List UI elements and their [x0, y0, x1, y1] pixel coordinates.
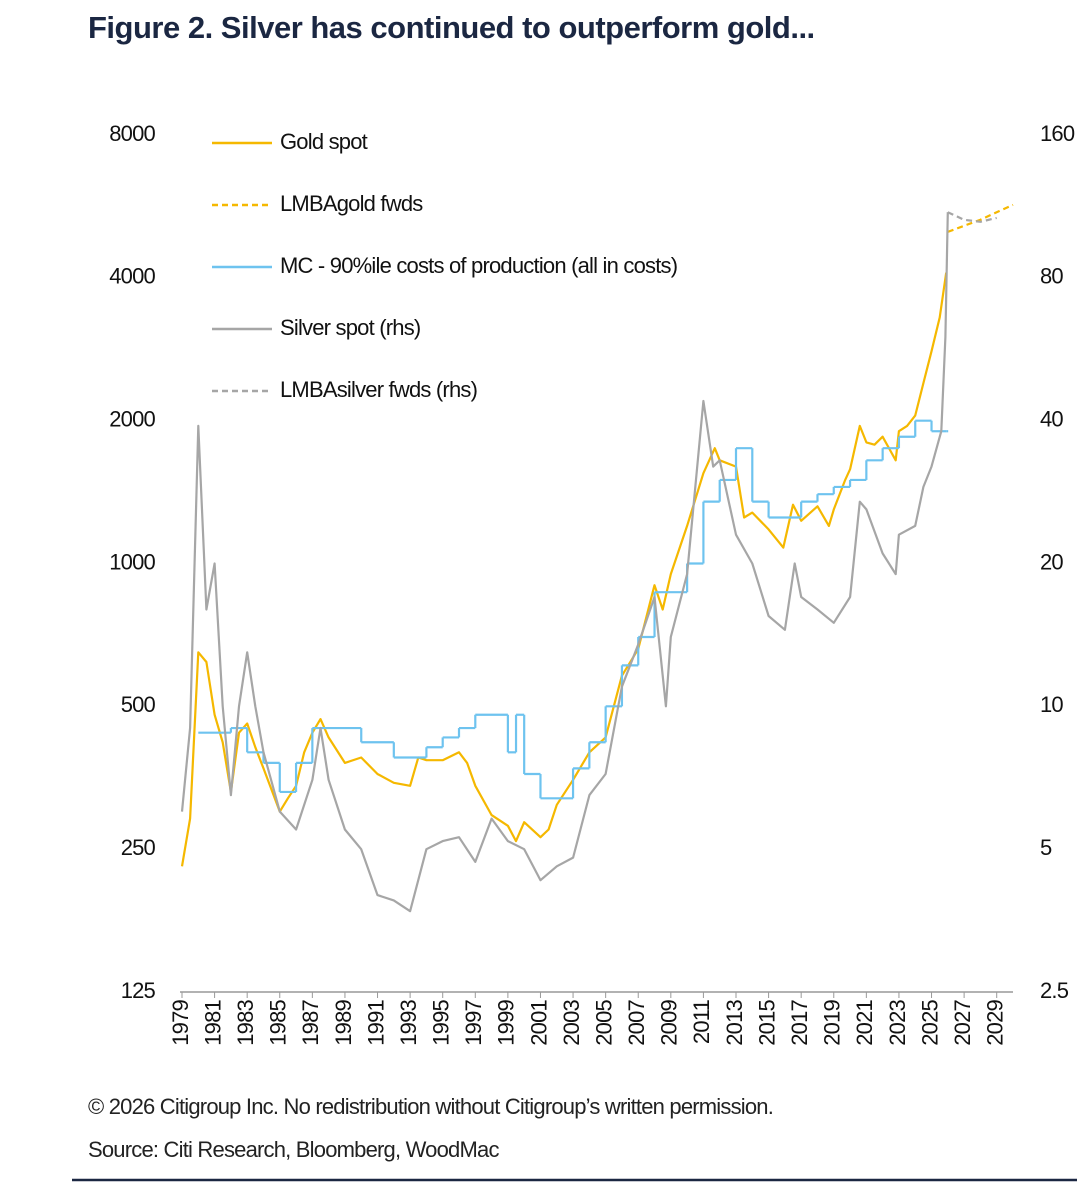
x-tick-label: 2025 — [917, 999, 942, 1045]
legend-label: Gold spot — [280, 129, 368, 154]
y-tick-label: 8000 — [109, 121, 155, 146]
x-tick-label: 2001 — [526, 999, 551, 1045]
y-tick-label: 4000 — [109, 264, 155, 289]
y2-tick-label: 80 — [1040, 264, 1063, 289]
legend-label: Silver spot (rhs) — [280, 315, 420, 340]
x-tick-label: 2027 — [950, 999, 975, 1045]
series-line — [947, 203, 1014, 233]
x-tick-label: 1991 — [363, 999, 388, 1045]
y2-tick-label: 160 — [1040, 121, 1075, 146]
legend-label: MC - 90%ile costs of production (all in … — [280, 253, 677, 278]
x-tick-label: 2007 — [624, 999, 649, 1045]
x-tick-label: 2019 — [820, 999, 845, 1045]
x-tick-label: 2011 — [689, 999, 714, 1044]
x-tick-label: 1997 — [461, 999, 486, 1045]
series-line — [180, 212, 949, 913]
x-tick-label: 2013 — [722, 999, 747, 1045]
x-tick-label: 2009 — [657, 999, 682, 1045]
x-tick-label: 1983 — [233, 999, 258, 1045]
y-tick-label: 2000 — [109, 406, 155, 431]
x-tick-label: 1995 — [429, 999, 454, 1045]
x-tick-label: 2023 — [885, 999, 910, 1045]
source: Source: Citi Research, Bloomberg, WoodMa… — [88, 1137, 499, 1162]
y2-tick-label: 10 — [1040, 692, 1063, 717]
footnote: © 2026 Citigroup Inc. No redistribution … — [88, 1094, 773, 1119]
x-tick-label: 2005 — [591, 999, 616, 1045]
legend-label: LMBAsilver fwds (rhs) — [280, 377, 477, 402]
x-tick-label: 1981 — [200, 999, 225, 1045]
y-tick-label: 125 — [121, 978, 156, 1003]
y2-tick-label: 40 — [1040, 406, 1063, 431]
y-tick-label: 1000 — [109, 549, 155, 574]
y-tick-label: 500 — [121, 692, 156, 717]
series-line — [180, 272, 948, 867]
series-line — [947, 211, 997, 223]
legend-label: LMBAgold fwds — [280, 191, 423, 216]
chart-title: Figure 2. Silver has continued to outper… — [88, 10, 815, 45]
x-tick-label: 1987 — [298, 999, 323, 1045]
x-tick-label: 1979 — [168, 999, 193, 1045]
x-tick-label: 1985 — [266, 999, 291, 1045]
x-tick-label: 1993 — [396, 999, 421, 1045]
x-tick-label: 2021 — [852, 999, 877, 1045]
x-tick-label: 2015 — [754, 999, 779, 1045]
y2-tick-label: 2.5 — [1040, 978, 1069, 1003]
x-tick-label: 2029 — [983, 999, 1008, 1045]
x-tick-label: 2017 — [787, 999, 812, 1045]
y2-tick-label: 20 — [1040, 549, 1063, 574]
x-tick-label: 1989 — [331, 999, 356, 1045]
y-tick-label: 250 — [121, 835, 156, 860]
x-tick-label: 1999 — [494, 999, 519, 1045]
x-tick-label: 2003 — [559, 999, 584, 1045]
y2-tick-label: 5 — [1040, 835, 1052, 860]
